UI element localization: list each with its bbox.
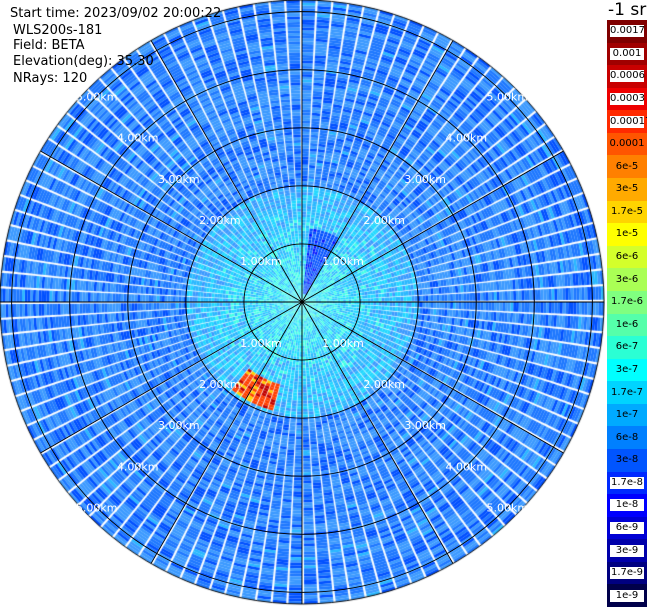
start-time-label: Start time: 2023/09/02 20:00:22	[10, 6, 222, 21]
colorbar-segment	[607, 200, 647, 224]
ppi-overlay: 1.00km 1.00km 1.00km 1.00km 2.00km 2.00km 2.00…	[0, 0, 604, 604]
colorbar-tick-label: 1.7e-8	[610, 476, 644, 489]
colorbar-segment	[607, 426, 647, 450]
colorbar-tick-label: 1e-7	[615, 409, 639, 421]
colorbar-tick-label: 3e-7	[615, 363, 639, 375]
colorbar-tick-label: 6e-6	[615, 251, 639, 263]
range-ring-label: 3.00km	[158, 173, 200, 186]
instrument-label: WLS200s-181	[13, 23, 103, 38]
azimuth-spoke	[40, 301, 303, 454]
azimuth-spoke	[301, 301, 564, 454]
colorbar-tick-label: 6e-7	[615, 341, 639, 353]
colorbar-tick-label: 0.0003	[610, 93, 645, 106]
colorbar-tick-label: 6e-8	[615, 431, 639, 443]
colorbar-tick-label: 3e-5	[615, 183, 639, 195]
range-ring-label: 1.00km	[240, 255, 282, 268]
azimuth-spoke	[301, 150, 564, 303]
azimuth-spoke	[40, 150, 303, 303]
colorbar-segment	[607, 358, 647, 382]
field-label: Field: BETA	[13, 38, 85, 53]
range-ring-label: 2.00km	[363, 214, 405, 227]
colorbar-tick-label: 3e-8	[615, 454, 639, 466]
colorbar-segment	[607, 245, 647, 269]
colorbar-tick-label: 0.001	[610, 47, 644, 60]
colorbar: 0.0017 0.001 0.0006 0.0003 0.00017 0.0001 6e-5…	[607, 20, 647, 607]
colorbar-segment	[607, 290, 647, 314]
colorbar-tick-label: 1.7e-9	[610, 567, 644, 580]
colorbar-segment	[607, 178, 647, 202]
colorbar-tick-label: 0.0017	[610, 25, 645, 38]
colorbar-segment	[607, 448, 647, 473]
azimuth-spoke	[301, 301, 454, 564]
range-ring-label: 4.00km	[117, 132, 159, 145]
colorbar-segment	[607, 403, 647, 427]
colorbar-tick-label: 3e-6	[615, 273, 639, 285]
azimuth-spoke	[301, 40, 454, 303]
colorbar-segment	[607, 132, 647, 156]
colorbar-tick-label: 1.7e-7	[610, 386, 644, 398]
colorbar-tick-label: 1e-9	[610, 589, 644, 602]
range-ring-label: 3.00km	[158, 419, 200, 432]
azimuth-spoke	[150, 40, 303, 303]
colorbar-tick-label: 1e-6	[615, 318, 639, 330]
range-ring-label: 2.00km	[363, 378, 405, 391]
colorbar-tick-label: 0.00017	[610, 115, 647, 128]
range-ring-label: 4.00km	[117, 460, 159, 473]
colorbar-segment	[607, 223, 647, 247]
range-ring-label: 2.00km	[199, 378, 241, 391]
colorbar-segment	[607, 381, 647, 405]
range-ring-label: 2.00km	[199, 214, 241, 227]
colorbar-tick-label: 1.7e-5	[610, 205, 644, 217]
range-ring-label: 5.00km	[76, 91, 118, 104]
range-ring-label: 4.00km	[445, 132, 487, 145]
range-ring-label: 1.00km	[322, 337, 364, 350]
nrays-label: NRays: 120	[13, 71, 88, 86]
azimuth-spoke	[150, 301, 303, 564]
colorbar-segment	[607, 268, 647, 292]
colorbar-tick-label: 6e-5	[615, 160, 639, 172]
colorbar-tick-label: 1.7e-6	[610, 296, 644, 308]
range-ring-label: 5.00km	[76, 501, 118, 514]
colorbar-segment	[607, 336, 647, 360]
colorbar-tick-label: 1e-5	[615, 228, 639, 240]
colorbar-tick-label: 0.0001	[609, 138, 645, 150]
range-ring-label: 1.00km	[240, 337, 282, 350]
colorbar-segment	[607, 313, 647, 337]
elevation-label: Elevation(deg): 35.30	[13, 54, 154, 69]
range-ring-label: 1.00km	[322, 255, 364, 268]
range-ring-label: 4.00km	[445, 460, 487, 473]
colorbar-title: -1 sr	[608, 0, 647, 20]
colorbar-tick-label: 1e-8	[610, 499, 644, 512]
colorbar-tick-label: 3e-9	[610, 544, 644, 557]
range-ring-label: 3.00km	[404, 419, 446, 432]
range-ring-label: 5.00km	[487, 91, 529, 104]
range-ring-label: 3.00km	[404, 173, 446, 186]
colorbar-segment	[607, 155, 647, 179]
range-ring-label: 5.00km	[487, 501, 529, 514]
colorbar-tick-label: 0.0006	[610, 70, 645, 83]
colorbar-tick-label: 6e-9	[610, 521, 644, 534]
